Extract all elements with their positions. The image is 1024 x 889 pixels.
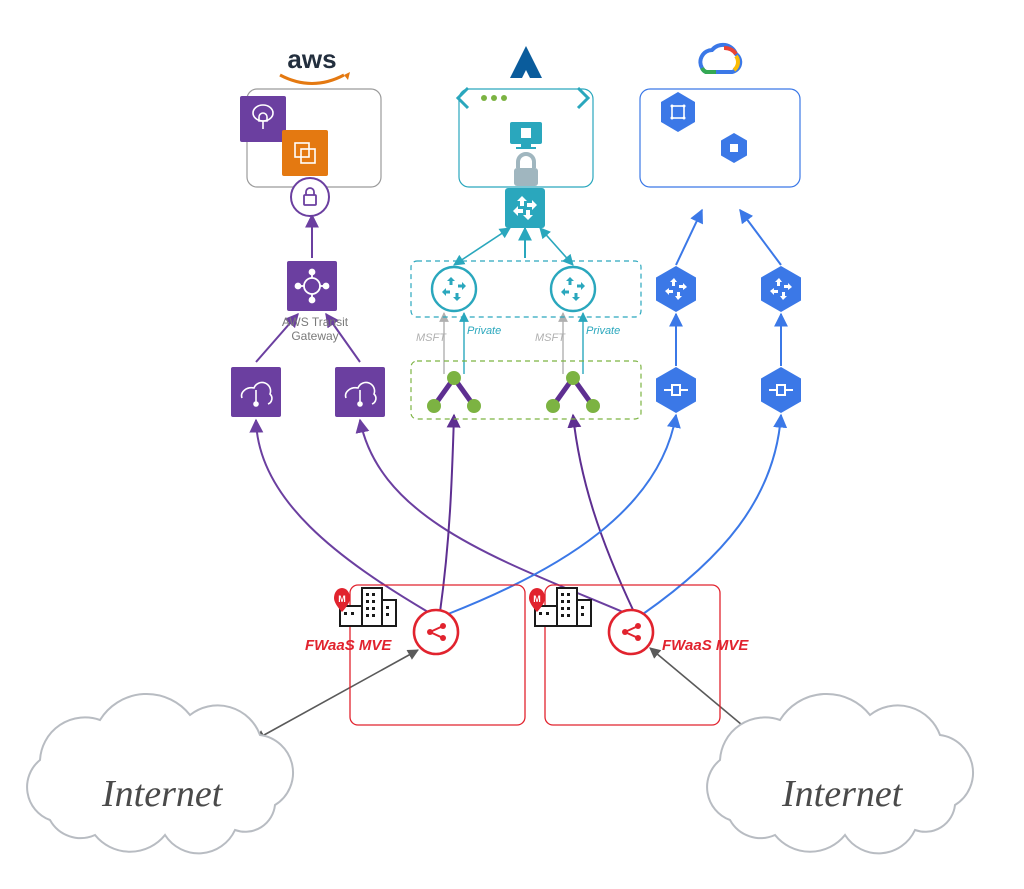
aws-transit-gateway-label: AWS Transit Gateway xyxy=(280,316,350,344)
internet-label-right: Internet xyxy=(782,772,902,816)
fwaas-label-2: FWaaS MVE xyxy=(662,637,748,654)
edge-internet-left-mve1 xyxy=(255,650,418,740)
azure-logo-icon xyxy=(510,46,542,78)
aws-direct-connect-2-icon xyxy=(335,367,385,417)
edge-mve2-aws-dc2 xyxy=(360,420,623,612)
gcp-region xyxy=(640,45,801,413)
gcp-router-2-icon xyxy=(761,266,801,312)
azure-lock-icon xyxy=(514,154,538,186)
gcp-service-1-icon xyxy=(661,92,695,132)
aws-transit-gateway-icon xyxy=(287,261,337,311)
azure-gateway-icon xyxy=(505,188,545,228)
azure-router-2-icon xyxy=(551,267,595,311)
edge-mve1-gcp-ic1 xyxy=(448,415,676,614)
gcp-logo-icon xyxy=(700,45,740,72)
edge-mve2-gcp-ic2 xyxy=(643,415,781,614)
svg-text:M: M xyxy=(533,594,541,604)
architecture-diagram: aws xyxy=(0,0,1024,889)
azure-msft-label-2: MSFT xyxy=(535,332,565,344)
azure-private-label-1: Private xyxy=(467,325,501,337)
azure-private-label-2: Private xyxy=(586,325,620,337)
datacenter-1-icon: M xyxy=(334,588,396,626)
internet-label-left: Internet xyxy=(102,772,222,816)
edge-mve1-azure-er1 xyxy=(440,415,454,612)
gcp-interconnect-1-icon xyxy=(656,367,696,413)
azure-vnet-icon xyxy=(458,88,588,108)
edge-mve2-azure-er2 xyxy=(573,415,634,612)
edge-mve1-aws-dc1 xyxy=(256,420,428,612)
gcp-service-2-icon xyxy=(721,133,747,163)
azure-router-1-icon xyxy=(432,267,476,311)
aws-direct-connect-1-icon xyxy=(231,367,281,417)
mve-node-1-icon xyxy=(414,610,458,654)
gcp-router-1-icon xyxy=(656,266,696,312)
azure-vm-icon xyxy=(510,122,542,149)
fwaas-label-1: FWaaS MVE xyxy=(305,637,391,654)
aws-logo-text: aws xyxy=(287,44,336,74)
svg-text:M: M xyxy=(338,594,346,604)
aws-lock-icon xyxy=(291,178,329,216)
azure-msft-label-1: MSFT xyxy=(416,332,446,344)
aws-region: aws xyxy=(231,44,385,417)
edge-gcp-r2-box xyxy=(740,210,781,265)
gcp-interconnect-2-icon xyxy=(761,367,801,413)
azure-expressroute-1-icon xyxy=(427,371,481,413)
mve-node-2-icon xyxy=(609,610,653,654)
aws-logo-smile xyxy=(280,75,344,84)
edge-azure-r1-gw xyxy=(454,228,510,265)
edge-gcp-r1-box xyxy=(676,210,702,265)
aws-ec2-icon xyxy=(282,130,328,176)
azure-expressroute-2-icon xyxy=(546,371,600,413)
aws-vpc-shield-icon xyxy=(240,96,286,142)
edge-azure-r2-gw xyxy=(540,228,573,265)
fwaas-region: M M xyxy=(334,585,720,725)
